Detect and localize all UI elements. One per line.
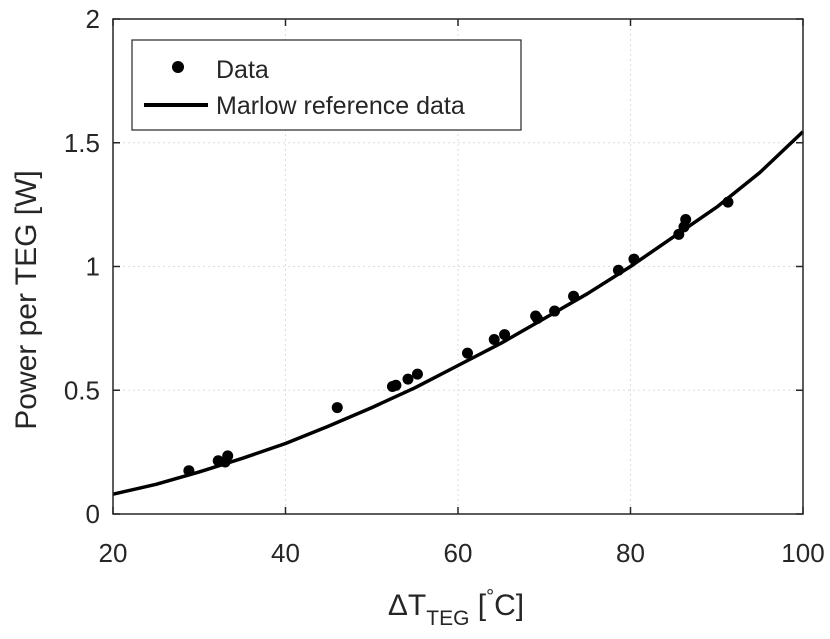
- data-point: [183, 465, 195, 477]
- y-tick-label: 2: [86, 4, 100, 34]
- x-axis-label-subscript: TEG: [426, 607, 469, 630]
- data-point: [612, 264, 624, 276]
- legend-box: [131, 39, 522, 131]
- data-point: [331, 402, 343, 414]
- y-tick-label: 1.5: [64, 128, 100, 158]
- data-point: [549, 305, 561, 317]
- x-tick-label: 20: [99, 538, 128, 568]
- data-points-layer: [183, 196, 734, 477]
- data-point: [390, 379, 402, 391]
- data-point: [499, 329, 511, 341]
- x-tick-label: 40: [271, 538, 300, 568]
- x-axis-label-unit-open: [: [469, 589, 486, 622]
- ticks: 20 40 60 80 100 0 0.5 1 1.5 2: [64, 4, 825, 568]
- x-axis-label-degree: °: [486, 586, 494, 608]
- data-point: [402, 373, 414, 385]
- x-axis-label: ΔTTEG [°C]: [388, 586, 524, 630]
- y-tick-label: 1: [86, 252, 100, 282]
- legend-reference-label: Marlow reference data: [216, 92, 465, 120]
- data-point: [531, 312, 543, 324]
- data-point: [222, 450, 234, 462]
- x-axis-label-main: ΔT: [388, 589, 426, 622]
- legend-data-marker: [172, 61, 184, 73]
- data-point: [488, 334, 500, 346]
- x-tick-label: 80: [616, 538, 645, 568]
- legend: Data Marlow reference data: [131, 39, 522, 131]
- data-point: [568, 290, 580, 302]
- y-tick-label: 0: [86, 499, 100, 529]
- y-axis-label: Power per TEG [W]: [10, 170, 43, 430]
- x-axis-label-unit-close: C]: [494, 589, 524, 622]
- data-point: [411, 368, 423, 380]
- data-point: [680, 213, 692, 225]
- y-tick-label: 0.5: [64, 375, 100, 405]
- data-point: [628, 253, 640, 265]
- x-tick-label: 100: [781, 538, 824, 568]
- legend-data-label: Data: [216, 56, 269, 84]
- data-point: [461, 347, 473, 359]
- data-point: [722, 196, 734, 208]
- x-tick-label: 60: [444, 538, 473, 568]
